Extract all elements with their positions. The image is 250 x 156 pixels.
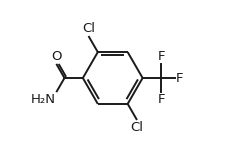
- Text: F: F: [157, 93, 165, 106]
- Text: F: F: [157, 50, 165, 63]
- Text: O: O: [51, 50, 61, 63]
- Text: H₂N: H₂N: [30, 93, 55, 106]
- Text: Cl: Cl: [82, 22, 96, 35]
- Text: F: F: [176, 71, 184, 85]
- Text: Cl: Cl: [130, 121, 143, 134]
